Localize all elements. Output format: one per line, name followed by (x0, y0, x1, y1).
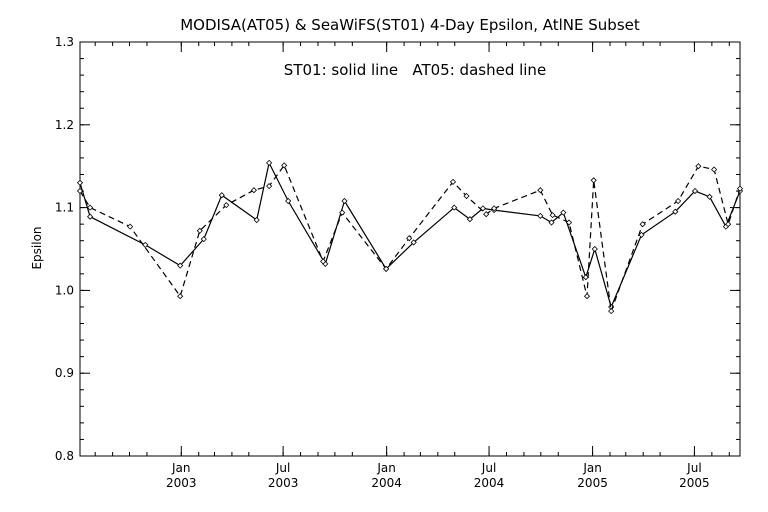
data-point-st01 (691, 187, 699, 195)
x-tick-month: Jul (275, 461, 290, 475)
data-point-st01 (451, 204, 458, 211)
x-tick-month: Jul (481, 461, 496, 475)
data-point-st01 (177, 262, 184, 269)
data-point-at05 (281, 162, 288, 169)
data-point-at05 (711, 166, 718, 173)
data-point-at05 (127, 223, 134, 230)
y-tick-label: 1.0 (55, 283, 74, 297)
series-annotation: ST01: solid line AT05: dashed line (284, 61, 546, 79)
data-point-at05 (76, 187, 84, 195)
series-group (76, 159, 744, 315)
data-point-at05 (583, 293, 591, 300)
y-tick-label: 1.1 (55, 201, 74, 215)
x-tick-year: 2004 (474, 476, 505, 490)
data-point-at05 (590, 177, 597, 184)
data-point-at05 (537, 187, 544, 194)
data-point-at05 (250, 187, 257, 194)
data-point-at05 (406, 235, 413, 242)
data-point-at05 (491, 205, 498, 212)
axis-ticks: 0.80.91.01.11.21.3Jan2003Jul2003Jan2004J… (55, 35, 740, 490)
data-point-at05 (608, 308, 615, 315)
data-point-st01 (87, 213, 94, 220)
data-point-at05 (675, 197, 682, 205)
x-tick-year: 2003 (166, 476, 197, 490)
data-point-at05 (223, 202, 230, 209)
data-point-st01 (591, 245, 598, 253)
x-tick-year: 2005 (577, 476, 608, 490)
data-point-st01 (548, 219, 555, 226)
data-point-st01 (560, 209, 567, 216)
data-point-st01 (706, 193, 713, 200)
data-point-st01 (638, 231, 645, 238)
data-point-at05 (320, 258, 327, 265)
data-point-at05 (449, 178, 457, 185)
data-point-st01 (410, 239, 417, 246)
y-tick-label: 0.8 (55, 449, 74, 463)
data-point-at05 (196, 227, 203, 234)
data-point-st01 (285, 197, 292, 205)
data-point-st01 (266, 159, 273, 166)
data-point-at05 (549, 212, 556, 219)
data-point-at05 (383, 265, 390, 272)
x-tick-month: Jan (171, 461, 191, 475)
data-point-at05 (177, 293, 184, 300)
y-tick-label: 1.3 (55, 35, 74, 49)
y-axis-label: Epsilon (30, 226, 44, 269)
data-point-at05 (339, 209, 346, 216)
data-point-st01 (582, 274, 589, 281)
x-tick-year: 2004 (371, 476, 402, 490)
data-point-st01 (200, 236, 207, 243)
y-tick-label: 0.9 (55, 366, 74, 380)
data-point-st01 (466, 216, 473, 223)
data-point-st01 (537, 212, 544, 219)
data-point-at05 (266, 183, 273, 190)
x-tick-month: Jul (686, 461, 701, 475)
data-point-st01 (218, 192, 225, 199)
data-point-at05 (87, 204, 94, 211)
x-tick-month: Jan (376, 461, 396, 475)
data-point-st01 (76, 179, 84, 186)
data-point-at05 (463, 192, 470, 200)
data-point-at05 (736, 185, 744, 192)
plot-frame (79, 41, 741, 457)
x-tick-year: 2003 (268, 476, 299, 490)
data-point-at05 (483, 211, 490, 218)
y-tick-label: 1.2 (55, 118, 74, 132)
data-point-st01 (341, 197, 348, 205)
data-point-st01 (253, 216, 260, 224)
data-point-st01 (142, 241, 149, 248)
data-point-at05 (565, 219, 573, 226)
x-tick-year: 2005 (679, 476, 710, 490)
data-point-st01 (672, 208, 679, 215)
data-point-at05 (639, 221, 646, 228)
data-point-at05 (725, 221, 732, 228)
data-point-at05 (695, 163, 702, 170)
chart-title: MODISA(AT05) & SeaWiFS(ST01) 4-Day Epsil… (180, 16, 640, 34)
x-tick-month: Jan (582, 461, 602, 475)
